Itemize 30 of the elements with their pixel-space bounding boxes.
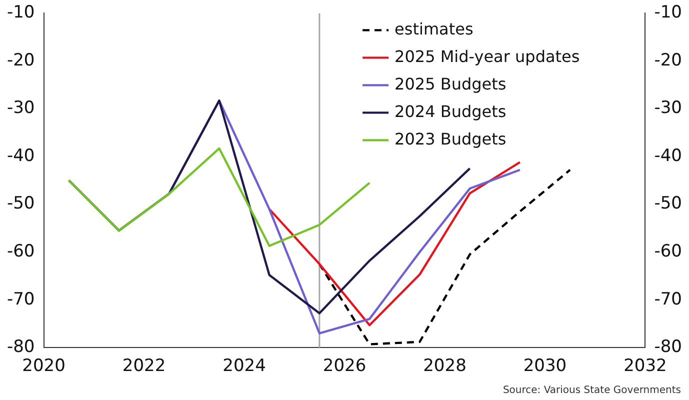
- source-note: Source: Various State Governments: [502, 385, 681, 396]
- x-tick-label: 2020: [22, 356, 66, 376]
- legend-label: 2025 Mid-year updates: [394, 46, 580, 66]
- y-tick-label: -30: [6, 98, 35, 118]
- x-tick-label: 2022: [122, 356, 166, 376]
- y-tick-label: -10: [6, 2, 35, 23]
- y2-tick-label: -40: [654, 146, 682, 166]
- x-tick-label: 2026: [322, 356, 366, 376]
- y-tick-label: -70: [6, 289, 35, 310]
- legend-label: 2024 Budgets: [394, 102, 506, 121]
- x-tick-label: 2032: [624, 356, 667, 376]
- y2-tick-label: -80: [654, 337, 682, 358]
- y2-tick-label: -30: [654, 98, 682, 118]
- line-series: [318, 168, 572, 346]
- y2-tick-label: -60: [654, 241, 682, 262]
- y-tick-label: -40: [6, 146, 35, 166]
- x-tick-label: 2024: [222, 356, 266, 376]
- legend-label: estimates: [394, 19, 474, 38]
- x-tick-label: 2028: [423, 356, 466, 376]
- legend-label: 2025 Budgets: [394, 74, 506, 94]
- x-tick-label: 2030: [523, 356, 567, 376]
- y2-tick-label: -20: [654, 50, 682, 70]
- legend-label: 2023 Budgets: [394, 129, 506, 148]
- y-tick-label: -20: [6, 50, 35, 70]
- y2-tick-label: -10: [654, 2, 682, 23]
- y-tick-label: -60: [6, 241, 35, 262]
- y2-tick-label: -70: [654, 289, 682, 310]
- y-tick-label: -50: [6, 194, 35, 214]
- y-tick-label: -80: [6, 337, 35, 358]
- y2-tick-label: -50: [654, 194, 682, 214]
